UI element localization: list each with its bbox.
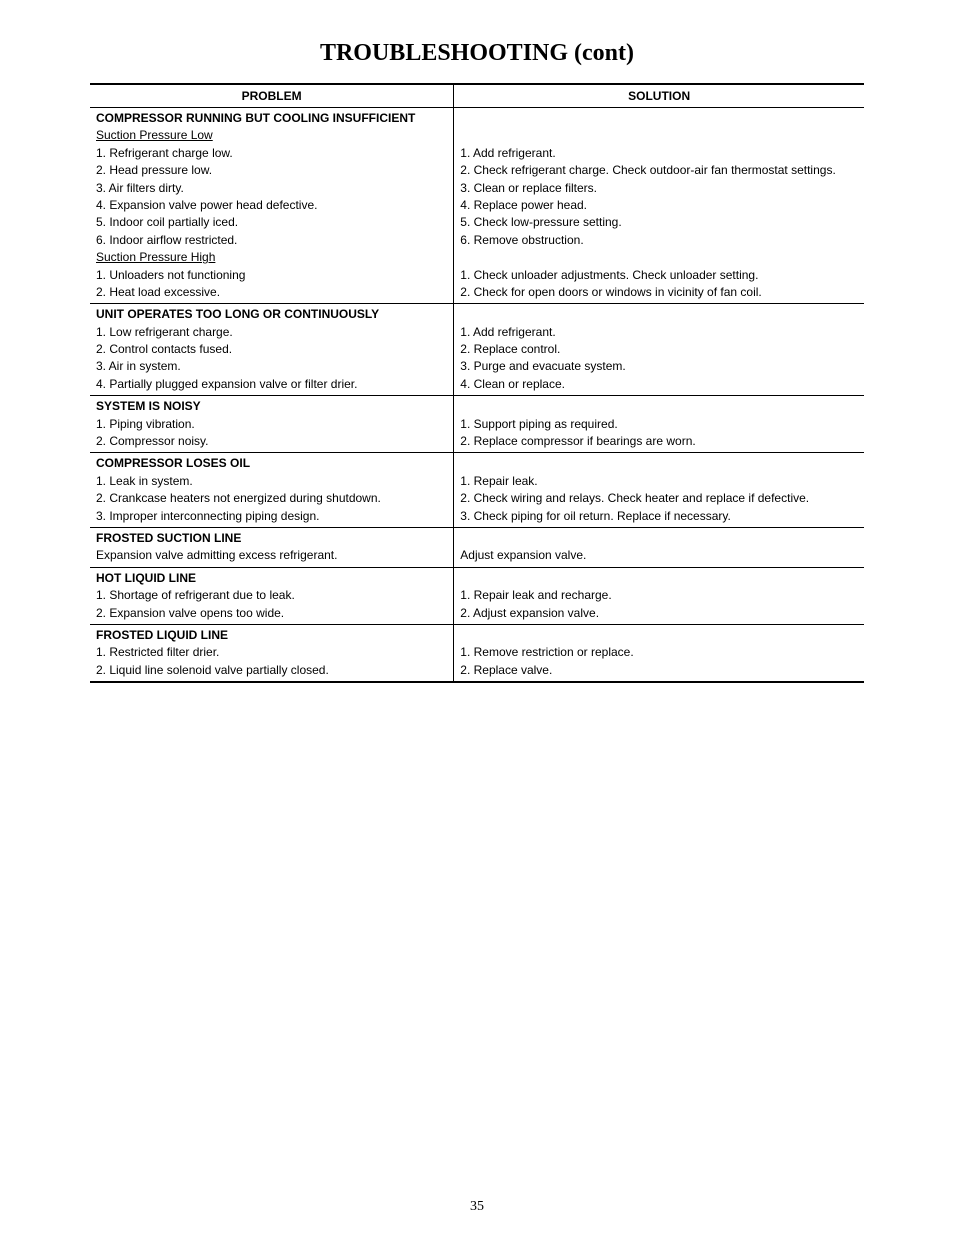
section-header: FROSTED LIQUID LINE bbox=[96, 627, 447, 644]
troubleshooting-table: PROBLEM SOLUTION COMPRESSOR RUNNING BUT … bbox=[90, 83, 864, 683]
solution-cell: Adjust expansion valve. bbox=[454, 527, 864, 567]
solution-item: 1. Repair leak. bbox=[460, 473, 858, 490]
solution-item: Adjust expansion valve. bbox=[460, 547, 858, 564]
problem-cell: COMPRESSOR LOSES OIL1. Leak in system.2.… bbox=[90, 453, 454, 528]
solution-cell: 1. Add refrigerant.2. Replace control.3.… bbox=[454, 304, 864, 396]
problem-item: 1. Leak in system. bbox=[96, 473, 447, 490]
problem-item: 1. Unloaders not functioning bbox=[96, 267, 447, 284]
section-header: HOT LIQUID LINE bbox=[96, 570, 447, 587]
problem-item: 3. Air in system. bbox=[96, 358, 447, 375]
section-header: UNIT OPERATES TOO LONG OR CONTINUOUSLY bbox=[96, 306, 447, 323]
problem-item: 4. Expansion valve power head defective. bbox=[96, 197, 447, 214]
problem-cell: HOT LIQUID LINE1. Shortage of refrigeran… bbox=[90, 567, 454, 624]
solution-item: 1. Check unloader adjustments. Check unl… bbox=[460, 267, 858, 284]
solution-item: 4. Replace power head. bbox=[460, 197, 858, 214]
problem-item: 2. Crankcase heaters not energized durin… bbox=[96, 490, 447, 507]
solution-cell: 1. Add refrigerant.2. Check refrigerant … bbox=[454, 108, 864, 304]
section-header: COMPRESSOR RUNNING BUT COOLING INSUFFICI… bbox=[96, 110, 447, 127]
problem-cell: SYSTEM IS NOISY1. Piping vibration.2. Co… bbox=[90, 396, 454, 453]
solution-item: 6. Remove obstruction. bbox=[460, 232, 858, 249]
problem-item: 6. Indoor airflow restricted. bbox=[96, 232, 447, 249]
solution-cell: 1. Support piping as required.2. Replace… bbox=[454, 396, 864, 453]
solution-item: 2. Adjust expansion valve. bbox=[460, 605, 858, 622]
solution-item: 5. Check low-pressure setting. bbox=[460, 214, 858, 231]
problem-header: PROBLEM bbox=[90, 84, 454, 108]
solution-item: 3. Purge and evacuate system. bbox=[460, 358, 858, 375]
solution-item: 3. Clean or replace filters. bbox=[460, 180, 858, 197]
section-header: SYSTEM IS NOISY bbox=[96, 398, 447, 415]
problem-item: 3. Improper interconnecting piping desig… bbox=[96, 508, 447, 525]
problem-item: 2. Expansion valve opens too wide. bbox=[96, 605, 447, 622]
solution-item: 2. Replace compressor if bearings are wo… bbox=[460, 433, 858, 450]
problem-item: 5. Indoor coil partially iced. bbox=[96, 214, 447, 231]
problem-item: 1. Restricted filter drier. bbox=[96, 644, 447, 661]
solution-cell: 1. Remove restriction or replace.2. Repl… bbox=[454, 624, 864, 682]
solution-item: 1. Add refrigerant. bbox=[460, 324, 858, 341]
problem-item: 2. Control contacts fused. bbox=[96, 341, 447, 358]
problem-item: 2. Liquid line solenoid valve partially … bbox=[96, 662, 447, 679]
problem-item: 2. Head pressure low. bbox=[96, 162, 447, 179]
problem-item: 1. Low refrigerant charge. bbox=[96, 324, 447, 341]
solution-item: 4. Clean or replace. bbox=[460, 376, 858, 393]
solution-cell: 1. Repair leak and recharge.2. Adjust ex… bbox=[454, 567, 864, 624]
solution-header: SOLUTION bbox=[454, 84, 864, 108]
section-header: FROSTED SUCTION LINE bbox=[96, 530, 447, 547]
solution-item: 1. Add refrigerant. bbox=[460, 145, 858, 162]
solution-item: 2. Replace control. bbox=[460, 341, 858, 358]
problem-item: 1. Refrigerant charge low. bbox=[96, 145, 447, 162]
solution-item: 2. Check refrigerant charge. Check outdo… bbox=[460, 162, 858, 179]
solution-item: 1. Support piping as required. bbox=[460, 416, 858, 433]
problem-item: Expansion valve admitting excess refrige… bbox=[96, 547, 447, 564]
solution-item: 3. Check piping for oil return. Replace … bbox=[460, 508, 858, 525]
solution-cell: 1. Repair leak.2. Check wiring and relay… bbox=[454, 453, 864, 528]
problem-cell: UNIT OPERATES TOO LONG OR CONTINUOUSLY1.… bbox=[90, 304, 454, 396]
problem-item: 1. Shortage of refrigerant due to leak. bbox=[96, 587, 447, 604]
problem-cell: FROSTED SUCTION LINEExpansion valve admi… bbox=[90, 527, 454, 567]
solution-item: 2. Replace valve. bbox=[460, 662, 858, 679]
solution-item: 1. Repair leak and recharge. bbox=[460, 587, 858, 604]
sub-header: Suction Pressure High bbox=[96, 249, 447, 266]
problem-cell: FROSTED LIQUID LINE1. Restricted filter … bbox=[90, 624, 454, 682]
problem-cell: COMPRESSOR RUNNING BUT COOLING INSUFFICI… bbox=[90, 108, 454, 304]
solution-item: 2. Check wiring and relays. Check heater… bbox=[460, 490, 858, 507]
sub-header: Suction Pressure Low bbox=[96, 127, 447, 144]
problem-item: 2. Compressor noisy. bbox=[96, 433, 447, 450]
problem-item: 2. Heat load excessive. bbox=[96, 284, 447, 301]
problem-item: 3. Air filters dirty. bbox=[96, 180, 447, 197]
problem-item: 4. Partially plugged expansion valve or … bbox=[96, 376, 447, 393]
solution-item: 1. Remove restriction or replace. bbox=[460, 644, 858, 661]
problem-item: 1. Piping vibration. bbox=[96, 416, 447, 433]
page-number: 35 bbox=[0, 1199, 954, 1215]
page-title: TROUBLESHOOTING (cont) bbox=[90, 40, 864, 67]
section-header: COMPRESSOR LOSES OIL bbox=[96, 455, 447, 472]
solution-item: 2. Check for open doors or windows in vi… bbox=[460, 284, 858, 301]
